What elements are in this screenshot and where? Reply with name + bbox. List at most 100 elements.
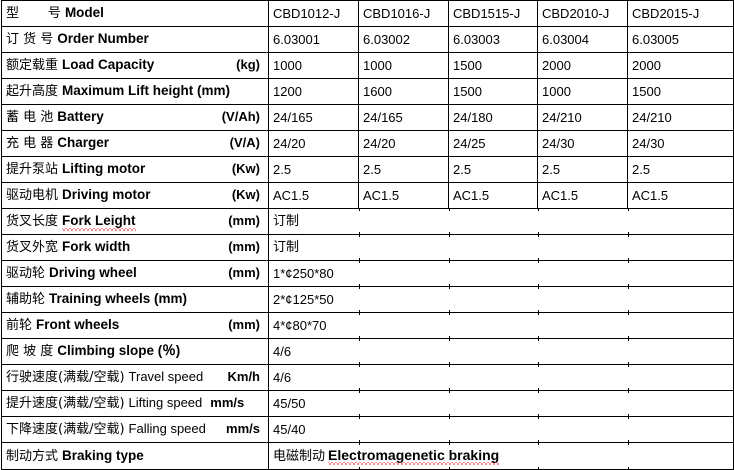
row-value-cell: 24/165 (358, 104, 449, 131)
row-value-text: 4*¢80*70 (273, 317, 327, 333)
column-tick (538, 362, 539, 364)
row-value-merged: 2*¢125*50 (268, 286, 734, 313)
row-value-cell: AC1.5 (537, 182, 628, 209)
row-label-english: Fork Leight (62, 210, 136, 234)
row-value-cell: 24/210 (537, 104, 628, 131)
column-tick (359, 388, 360, 390)
column-tick (628, 388, 629, 390)
column-tick (538, 310, 539, 312)
column-tick (538, 417, 539, 419)
row-label-english: Front wheels (36, 317, 120, 332)
row-value-cell: 2000 (627, 52, 734, 79)
row-label-english: Travel speed (128, 369, 204, 384)
row-value-cell: CBD2015-J (627, 0, 734, 27)
row-value-cell: CBD2010-J (537, 0, 628, 27)
row-value-text: 订制 (273, 214, 300, 229)
column-tick (538, 391, 539, 393)
row-value-cell: 1000 (268, 52, 359, 79)
row-value-cell: 1500 (627, 78, 734, 105)
column-tick (449, 287, 450, 289)
column-tick (538, 365, 539, 367)
row-label-english: Fork width (62, 239, 131, 254)
row-label-cell: 额定载重 Load Capacity (kg) (1, 52, 269, 79)
column-tick (628, 261, 629, 263)
row-value-cell: CBD1012-J (268, 0, 359, 27)
row-label-chinese: 型 号 (6, 6, 61, 21)
row-label-chinese: 订 货 号 (6, 32, 54, 47)
column-tick (359, 287, 360, 289)
row-label-english: Climbing slope (％) (57, 343, 181, 358)
column-tick (449, 417, 450, 419)
row-label-chinese: 提升速度(满载/空载) (6, 396, 125, 411)
column-tick (449, 414, 450, 416)
column-tick (538, 443, 539, 445)
row-label-cell: 提升泵站 Lifting motor (Kw) (1, 156, 269, 183)
row-value-cell: 2.5 (358, 156, 449, 183)
column-tick (628, 365, 629, 367)
column-tick (628, 313, 629, 315)
row-label-cell: 驱动电机 Driving motor (Kw) (1, 182, 269, 209)
row-value-cell: 1500 (448, 52, 538, 79)
row-label-cell: 前轮 Front wheels (mm) (1, 312, 269, 339)
table-row: 型 号 Model CBD1012-J CBD1016-J CBD1515-J CBD20… (1, 0, 734, 27)
row-label-english: Model (64, 5, 104, 20)
column-tick (359, 310, 360, 312)
table-row: 制动方式 Braking type 电磁制动 Electromagenetic bra… (1, 442, 734, 470)
row-value-cell: 24/30 (627, 130, 734, 157)
row-value-cell: 24/165 (268, 104, 359, 131)
table-row: 驱动轮 Driving wheel (mm) 1*¢250*80 (1, 260, 734, 287)
row-label-chinese: 额定载重 (6, 58, 59, 73)
column-tick (449, 284, 450, 286)
column-tick (538, 209, 539, 211)
column-tick (449, 313, 450, 315)
row-label-english: Training wheels (mm) (49, 291, 188, 306)
column-tick (628, 258, 629, 260)
column-tick (359, 336, 360, 338)
column-tick (359, 261, 360, 263)
column-tick (359, 232, 360, 234)
column-tick (359, 414, 360, 416)
row-value-merged: 1*¢250*80 (268, 260, 734, 287)
row-label-english: Maximum Lift height (mm) (62, 83, 231, 98)
column-tick (538, 339, 539, 341)
row-value-cell: 24/20 (358, 130, 449, 157)
row-label-english: Battery (57, 109, 104, 124)
row-value-merged: 电磁制动 Electromagenetic braking (268, 442, 734, 470)
column-tick (359, 417, 360, 419)
column-tick (449, 365, 450, 367)
row-value-cell: 2.5 (448, 156, 538, 183)
row-label-cell: 制动方式 Braking type (1, 442, 269, 470)
row-value-cell: 6.03004 (537, 26, 628, 53)
row-label-chinese: 辅助轮 (6, 292, 46, 307)
row-label-chinese: 驱动电机 (6, 188, 59, 203)
row-value-cell: 1500 (448, 78, 538, 105)
row-value-cell: 24/20 (268, 130, 359, 157)
row-label-cell: 爬 坡 度 Climbing slope (％) (1, 338, 269, 365)
column-tick (449, 388, 450, 390)
row-label-english: Load Capacity (62, 57, 155, 72)
column-tick (449, 362, 450, 364)
column-tick (628, 336, 629, 338)
table-row: 充 电 器 Charger (V/A) 24/20 24/20 24/25 24/30 24/… (1, 130, 734, 157)
row-label-unit: Km/h (227, 369, 261, 384)
table-row: 辅助轮 Training wheels (mm) 2*¢125*50 (1, 286, 734, 313)
row-label-unit: (mm) (228, 265, 260, 280)
row-label-chinese: 提升泵站 (6, 162, 59, 177)
row-value-text: 订制 (273, 240, 300, 255)
column-tick (628, 209, 629, 211)
row-value-cell: 24/210 (627, 104, 734, 131)
column-tick (628, 232, 629, 234)
row-label-cell: 订 货 号 Order Number (1, 26, 269, 53)
column-tick (628, 284, 629, 286)
row-value-merged: 45/50 (268, 390, 734, 417)
row-label-unit: (V/A) (229, 135, 260, 150)
row-value-cell: 2000 (537, 52, 628, 79)
row-value-merged: 4/6 (268, 338, 734, 365)
row-label-chinese: 货叉长度 (6, 214, 59, 229)
row-label-chinese: 前轮 (6, 318, 33, 333)
row-label-chinese: 制动方式 (6, 448, 59, 464)
column-tick (538, 313, 539, 315)
column-tick (628, 339, 629, 341)
